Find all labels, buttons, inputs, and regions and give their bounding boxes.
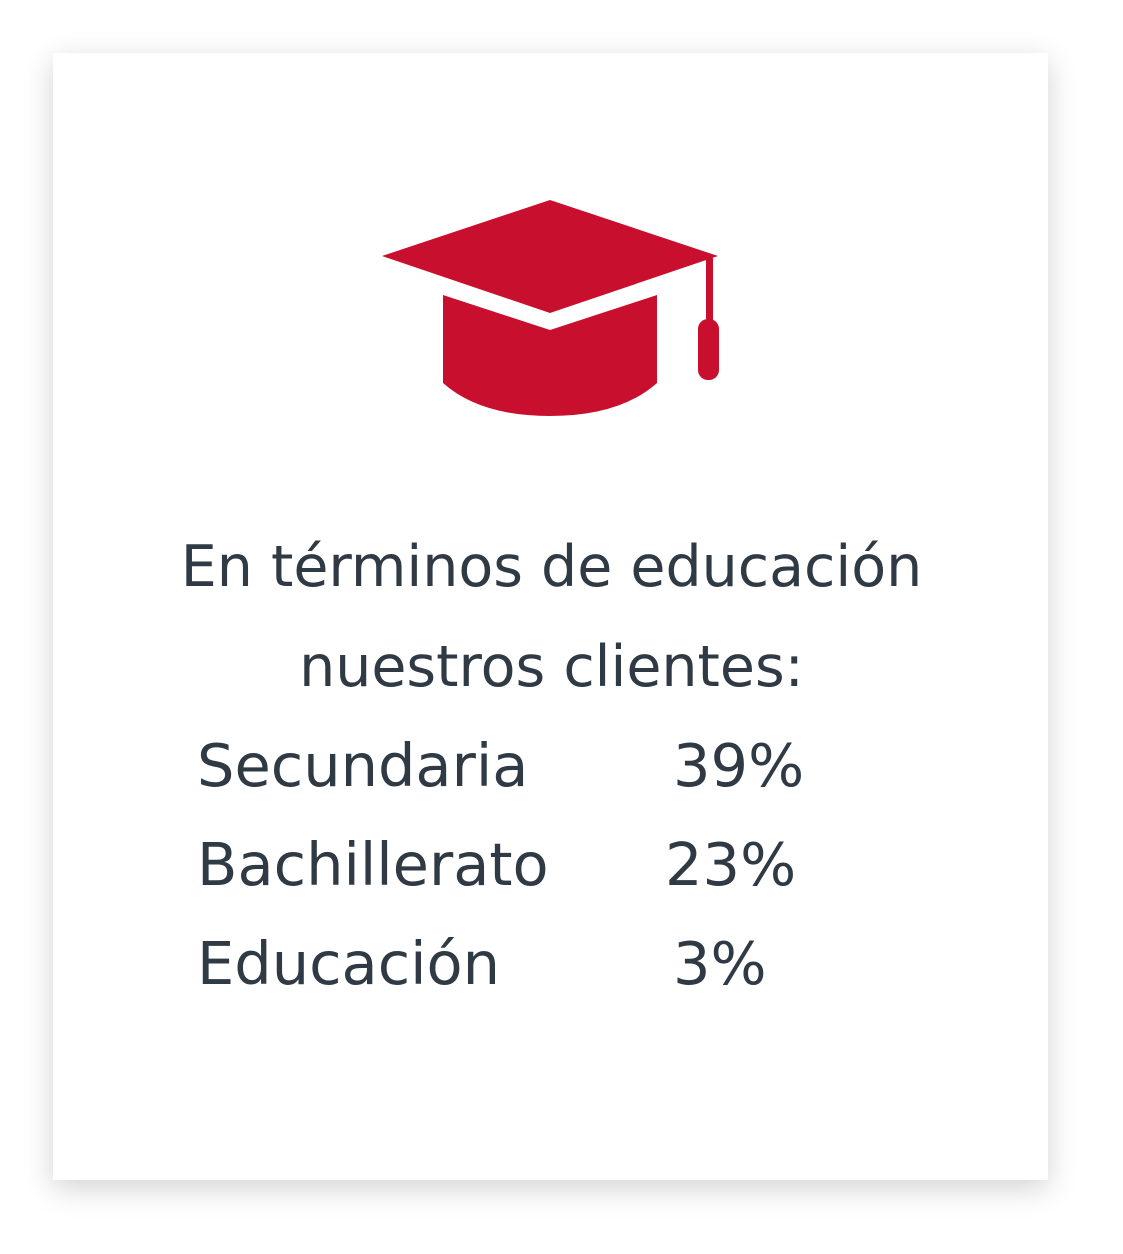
row-value-secundaria: 39%: [673, 731, 805, 800]
row-value-educacion: 3%: [673, 929, 767, 998]
row-label-bachillerato: Bachillerato: [197, 830, 549, 899]
title-line-1: En términos de educación: [180, 534, 923, 600]
title-line-2: nuestros clientes:: [299, 634, 804, 700]
row-label-educacion: Educación: [197, 929, 501, 998]
row-label-secundaria: Secundaria: [197, 731, 529, 800]
row-value-bachillerato: 23%: [665, 830, 797, 899]
